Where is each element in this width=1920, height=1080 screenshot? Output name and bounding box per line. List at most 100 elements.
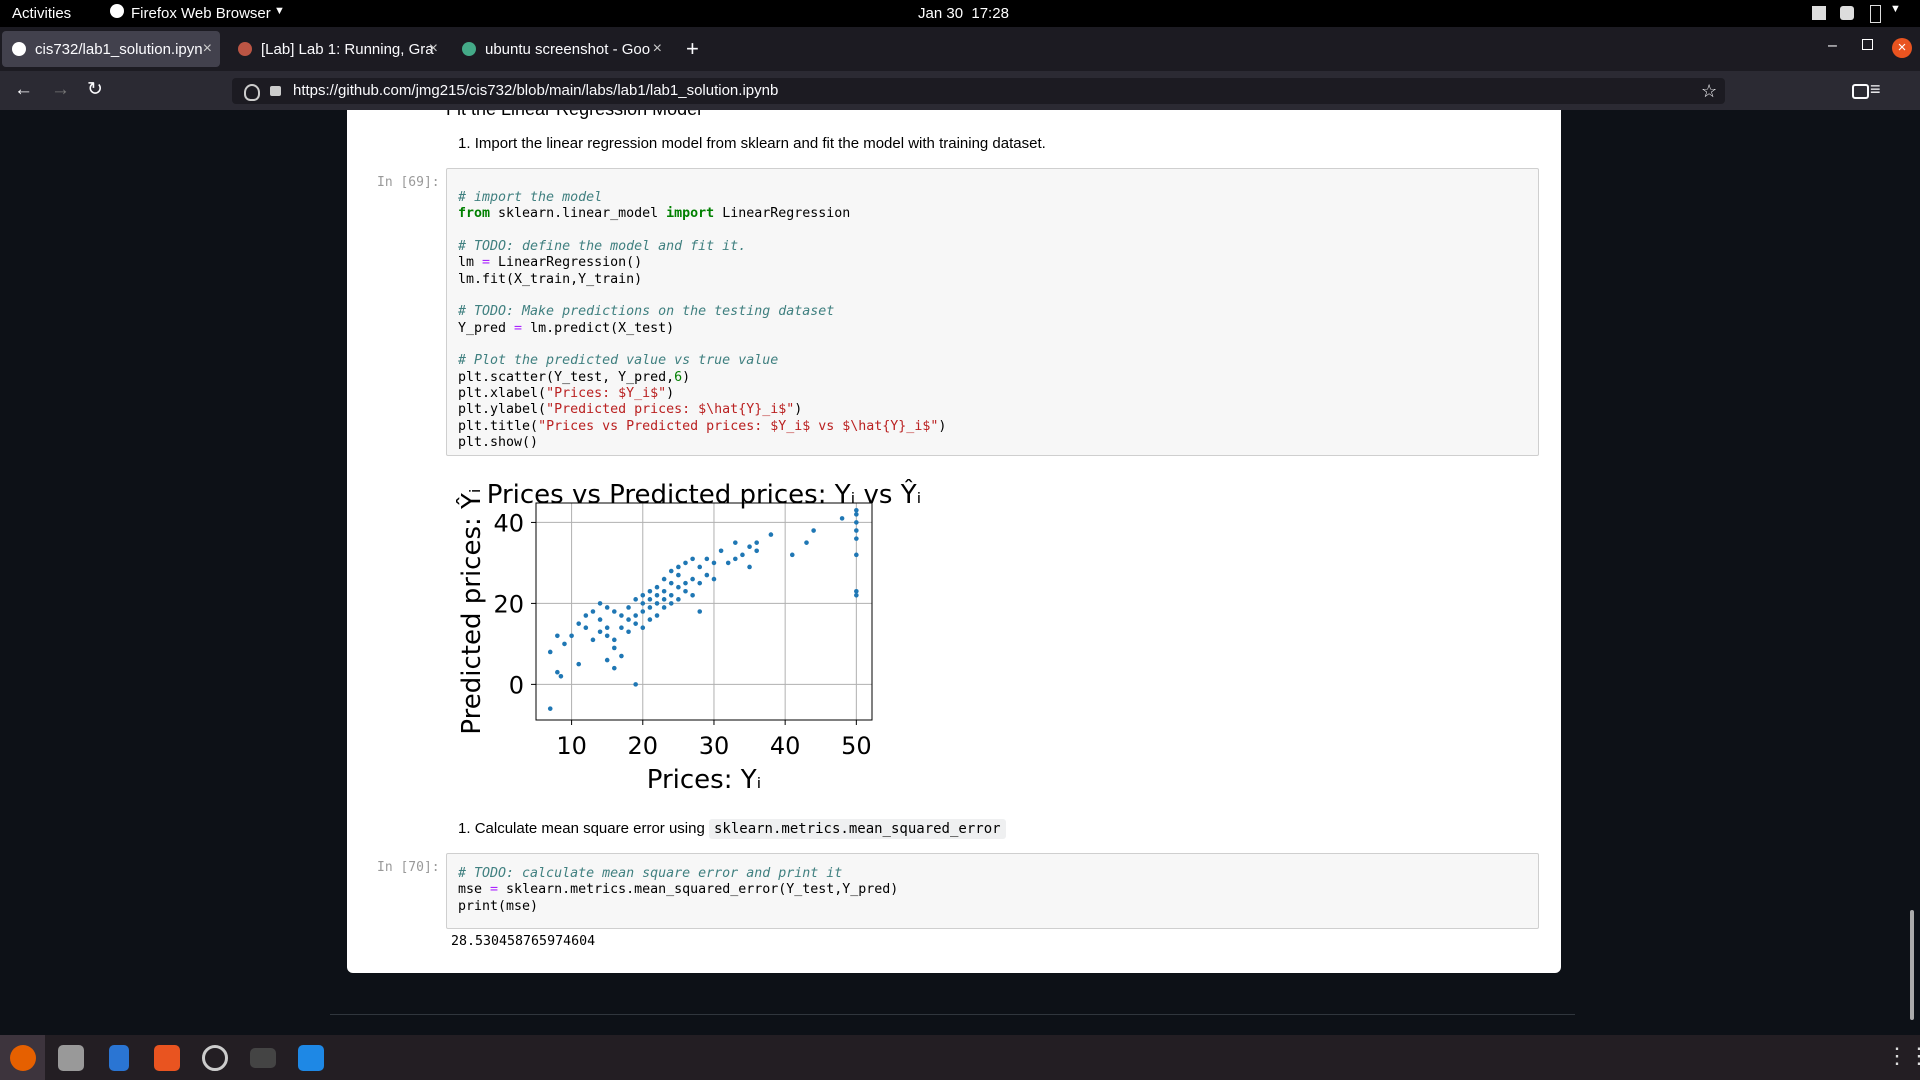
- tab[interactable]: cis732/lab1_solution.ipyn ×: [2, 31, 220, 67]
- list-text: Import the linear regression model from …: [474, 135, 1046, 152]
- code-token: plt.xlabel(: [458, 386, 547, 402]
- point: [626, 617, 631, 622]
- code-line: # TODO: calculate mean square error and …: [458, 866, 1538, 882]
- app-icon: [110, 4, 124, 18]
- code-token: Y_pred: [458, 320, 515, 336]
- clock[interactable]: Jan 30 17:28: [918, 5, 1009, 22]
- back-button[interactable]: ←: [14, 79, 33, 100]
- url-bar[interactable]: https://github.com/jmg215/cis732/blob/ma…: [232, 78, 1725, 104]
- point: [604, 605, 610, 610]
- software-launcher[interactable]: [154, 1045, 180, 1071]
- section-heading: Fit the Linear Regression Model: [446, 110, 701, 120]
- battery-icon[interactable]: [1870, 5, 1881, 23]
- code-input: # import the model from sklearn.linear_mo…: [447, 169, 1538, 452]
- code-token: # TODO: Make predictions on the testing …: [458, 304, 835, 320]
- separator: [330, 1014, 1575, 1015]
- app-menu-arrow[interactable]: ▼: [274, 5, 285, 17]
- reload-button[interactable]: ↻: [87, 79, 103, 100]
- network-icon[interactable]: [1812, 6, 1826, 20]
- code-line: plt.scatter(Y_test, Y_pred,6): [458, 370, 1538, 386]
- point: [754, 548, 759, 554]
- code-token: ): [682, 369, 691, 385]
- code-cell[interactable]: # TODO: calculate mean square error and …: [446, 853, 1539, 929]
- tab[interactable]: ubuntu screenshot - Goo ×: [452, 31, 670, 67]
- terminal-launcher[interactable]: [250, 1048, 276, 1068]
- settings-launcher[interactable]: [202, 1045, 228, 1071]
- point: [711, 560, 717, 566]
- code-line: lm.fit(X_train,Y_train): [458, 272, 1538, 288]
- cell-output: 28.530458765974604: [451, 934, 596, 949]
- volume-icon[interactable]: [1840, 6, 1854, 20]
- code-token: =: [490, 882, 499, 898]
- code-token: plt.scatter(Y_test, Y_pred,: [458, 369, 675, 385]
- code-line: lm = LinearRegression(): [458, 255, 1538, 271]
- url-text[interactable]: https://github.com/jmg215/cis732/blob/ma…: [293, 82, 779, 99]
- point: [654, 613, 660, 618]
- tab-close[interactable]: ×: [202, 40, 212, 57]
- files-launcher[interactable]: [58, 1045, 84, 1071]
- point: [718, 548, 724, 554]
- scrollbar[interactable]: [1910, 910, 1914, 1020]
- point: [740, 552, 745, 558]
- new-tab-button[interactable]: +: [686, 36, 699, 61]
- code-line: plt.title("Prices vs Predicted prices: $…: [458, 419, 1538, 435]
- writer-launcher[interactable]: [109, 1045, 129, 1071]
- tab[interactable]: [Lab] Lab 1: Running, Gra ×: [228, 31, 446, 67]
- show-apps[interactable]: ⋮⋮: [1886, 1043, 1920, 1068]
- tab-icon: [12, 42, 26, 56]
- point: [576, 621, 582, 626]
- restore-button[interactable]: [1862, 39, 1873, 50]
- menu-button[interactable]: ≡: [1870, 79, 1881, 99]
- point: [569, 633, 574, 639]
- point: [668, 568, 674, 574]
- code-input: # TODO: calculate mean square error and …: [447, 854, 1538, 915]
- code-token: plt.show(): [458, 435, 539, 451]
- point: [626, 605, 631, 610]
- activities-button[interactable]: Activities: [12, 5, 72, 22]
- list-item: 1. Calculate mean square error using skl…: [458, 819, 1006, 839]
- point: [633, 613, 638, 618]
- point: [854, 507, 859, 513]
- point: [668, 601, 674, 606]
- point: [697, 580, 703, 586]
- tab-title: ubuntu screenshot - Goo: [485, 40, 651, 58]
- point: [597, 601, 603, 606]
- close-window-button[interactable]: ×: [1892, 38, 1912, 58]
- app-menu[interactable]: Firefox Web Browser: [131, 5, 271, 22]
- x-tick-label: 50: [841, 732, 872, 760]
- code-token: # Plot the predicted value vs true value: [458, 353, 779, 369]
- point: [626, 629, 631, 635]
- point: [711, 576, 717, 582]
- point: [590, 609, 596, 614]
- code-block: # import the model from sklearn.linear_mo…: [458, 190, 1538, 223]
- point: [697, 609, 703, 614]
- point: [647, 617, 653, 622]
- forward-button[interactable]: →: [51, 79, 70, 100]
- y-tick-label: 40: [493, 509, 524, 537]
- list-item: 1. Import the linear regression model fr…: [458, 135, 1046, 152]
- firefox-launcher[interactable]: [10, 1045, 36, 1071]
- bookmark-star[interactable]: ☆: [1701, 81, 1718, 101]
- code-line: print(mse): [458, 899, 1538, 915]
- code-line: plt.show(): [458, 435, 1538, 451]
- shield-icon[interactable]: [244, 84, 260, 101]
- pocket-button[interactable]: [1852, 84, 1869, 99]
- point: [789, 552, 795, 558]
- vscode-launcher[interactable]: [298, 1045, 324, 1071]
- minimize-button[interactable]: –: [1828, 37, 1837, 54]
- tab-close[interactable]: ×: [652, 40, 662, 57]
- code-line: # Plot the predicted value vs true value: [458, 353, 1538, 369]
- x-tick-label: 20: [628, 732, 659, 760]
- tab-close[interactable]: ×: [428, 40, 438, 57]
- system-menu-arrow[interactable]: ▼: [1890, 3, 1901, 15]
- point: [854, 593, 859, 598]
- taskbar: ⋮⋮: [0, 1035, 1920, 1080]
- code-token: lm.predict(X_test): [522, 320, 675, 336]
- point: [683, 580, 688, 586]
- point: [854, 528, 859, 533]
- lock-icon[interactable]: [270, 86, 281, 96]
- point: [854, 520, 859, 525]
- code-cell[interactable]: # import the model from sklearn.linear_mo…: [446, 168, 1539, 456]
- code-token: "Prices vs Predicted prices: $Y_i$ vs $\…: [538, 418, 939, 434]
